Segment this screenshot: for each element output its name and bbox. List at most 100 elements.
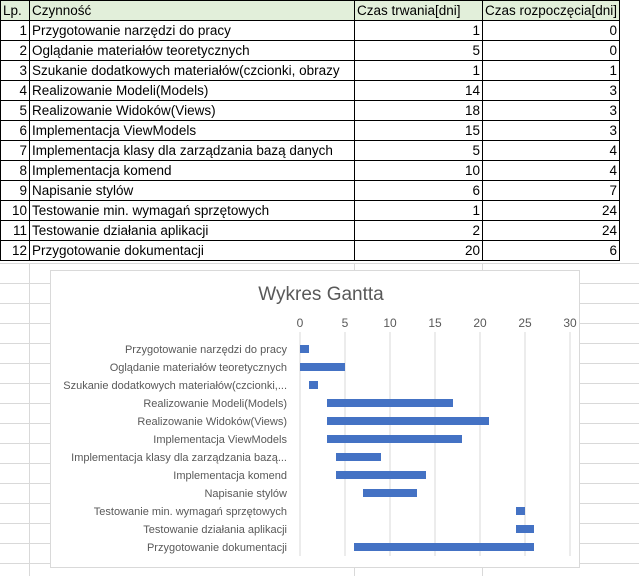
- gantt-bar[interactable]: [309, 381, 318, 389]
- cell-task[interactable]: Oglądanie materiałów teoretycznych: [29, 40, 355, 61]
- cell-lp[interactable]: 12: [0, 240, 30, 261]
- cell-start[interactable]: 24: [481, 200, 621, 221]
- cell-duration[interactable]: 1: [354, 200, 483, 221]
- cell-task[interactable]: Testowanie min. wymagań sprzętowych: [29, 200, 355, 221]
- cell-lp[interactable]: 6: [0, 120, 30, 141]
- cell-task[interactable]: Implementacja klasy dla zarządzania bazą…: [29, 140, 355, 161]
- category-label: Implementacja klasy dla zarządzania bazą…: [71, 452, 287, 464]
- cell-task[interactable]: Przygotowanie dokumentacji: [29, 240, 355, 261]
- category-label: Realizowanie Widoków(Views): [137, 416, 287, 428]
- cell-start[interactable]: 0: [481, 40, 621, 61]
- cell-start[interactable]: 7: [481, 180, 621, 201]
- category-label: Przygotowanie narzędzi do pracy: [125, 344, 288, 356]
- header-lp[interactable]: Lp.: [0, 0, 30, 21]
- gantt-bar[interactable]: [354, 543, 534, 551]
- table-row: 9 Napisanie stylów 6 7: [0, 180, 621, 201]
- cell-task[interactable]: Napisanie stylów: [29, 180, 355, 201]
- cell-lp[interactable]: 2: [0, 40, 30, 61]
- header-duration[interactable]: Czas trwania[dni]: [354, 0, 483, 21]
- cell-start[interactable]: 1: [481, 60, 621, 81]
- gantt-bar[interactable]: [363, 489, 417, 497]
- sheet-gridline: [29, 263, 30, 576]
- cell-duration[interactable]: 10: [354, 160, 483, 181]
- cell-lp[interactable]: 4: [0, 80, 30, 101]
- cell-start[interactable]: 6: [481, 240, 621, 261]
- cell-lp[interactable]: 10: [0, 200, 30, 221]
- category-label: Testowanie działania aplikacji: [143, 524, 287, 536]
- cell-lp[interactable]: 11: [0, 220, 30, 241]
- cell-start[interactable]: 4: [481, 140, 621, 161]
- table-row: 10 Testowanie min. wymagań sprzętowych 1 24: [0, 200, 621, 221]
- gantt-bar[interactable]: [327, 399, 453, 407]
- cell-task[interactable]: Implementacja ViewModels: [29, 120, 355, 141]
- x-tick-label: 30: [563, 316, 577, 330]
- cell-start[interactable]: 3: [481, 100, 621, 121]
- category-label: Napisanie stylów: [204, 488, 287, 500]
- gantt-bar[interactable]: [300, 363, 345, 371]
- category-label: Implementacja komend: [173, 470, 287, 482]
- x-tick-label: 15: [428, 316, 442, 330]
- cell-task[interactable]: Implementacja komend: [29, 160, 355, 181]
- sheet-gridline: [0, 263, 639, 264]
- cell-duration[interactable]: 14: [354, 80, 483, 101]
- table-row: 7 Implementacja klasy dla zarządzania baz…: [0, 140, 621, 161]
- cell-duration[interactable]: 2: [354, 220, 483, 241]
- gantt-bar[interactable]: [516, 507, 525, 515]
- table-row: 12 Przygotowanie dokumentacji 20 6: [0, 240, 621, 261]
- gantt-bar[interactable]: [327, 417, 489, 425]
- gantt-bar[interactable]: [516, 525, 534, 533]
- cell-duration[interactable]: 1: [354, 60, 483, 81]
- table-row: 3 Szukanie dodatkowych materiałów(czcionk…: [0, 60, 621, 81]
- cell-lp[interactable]: 1: [0, 20, 30, 41]
- header-start[interactable]: Czas rozpoczęcia[dni]: [481, 0, 621, 21]
- category-label: Szukanie dodatkowych materiałów(czcionki…: [63, 380, 287, 392]
- cell-start[interactable]: 3: [481, 80, 621, 101]
- cell-task[interactable]: Testowanie działania aplikacji: [29, 220, 355, 241]
- table-header-row: Lp. Czynność Czas trwania[dni] Czas rozp…: [0, 0, 621, 21]
- cell-lp[interactable]: 8: [0, 160, 30, 181]
- cell-duration[interactable]: 18: [354, 100, 483, 121]
- cell-duration[interactable]: 1: [354, 20, 483, 41]
- cell-start[interactable]: 3: [481, 120, 621, 141]
- table-row: 6 Implementacja ViewModels 15 3: [0, 120, 621, 141]
- cell-start[interactable]: 24: [481, 220, 621, 241]
- cell-lp[interactable]: 9: [0, 180, 30, 201]
- cell-task[interactable]: Realizowanie Modeli(Models): [29, 80, 355, 101]
- cell-lp[interactable]: 3: [0, 60, 30, 81]
- table-row: 11 Testowanie działania aplikacji 2 24: [0, 220, 621, 241]
- category-label: Testowanie min. wymagań sprzętowych: [94, 506, 287, 518]
- table-row: 1 Przygotowanie narzędzi do pracy 1 0: [0, 20, 621, 41]
- cell-duration[interactable]: 20: [354, 240, 483, 261]
- gantt-chart[interactable]: Wykres Gantta 0 5 10 15 20 25 30 Przygotowanie…: [50, 270, 580, 568]
- gantt-bar[interactable]: [300, 345, 309, 353]
- x-tick-label: 10: [383, 316, 397, 330]
- cell-task[interactable]: Realizowanie Widoków(Views): [29, 100, 355, 121]
- category-label: Implementacja ViewModels: [153, 434, 287, 446]
- gantt-data-table: Lp. Czynność Czas trwania[dni] Czas rozp…: [0, 0, 621, 261]
- gantt-chart-svg: Wykres Gantta 0 5 10 15 20 25 30 Przygotowanie…: [63, 284, 577, 556]
- x-tick-label: 5: [342, 316, 349, 330]
- cell-task[interactable]: Przygotowanie narzędzi do pracy: [29, 20, 355, 41]
- x-tick-label: 25: [518, 316, 532, 330]
- gantt-bar[interactable]: [336, 453, 381, 461]
- cell-task[interactable]: Szukanie dodatkowych materiałów(czcionki…: [29, 60, 355, 81]
- cell-duration[interactable]: 6: [354, 180, 483, 201]
- cell-start[interactable]: 0: [481, 20, 621, 41]
- category-label: Realizowanie Modeli(Models): [143, 398, 287, 410]
- cell-start[interactable]: 4: [481, 160, 621, 181]
- cell-lp[interactable]: 5: [0, 100, 30, 121]
- cell-lp[interactable]: 7: [0, 140, 30, 161]
- category-label: Oglądanie materiałów teoretycznych: [110, 362, 287, 374]
- gantt-bar[interactable]: [327, 435, 462, 443]
- cell-duration[interactable]: 5: [354, 40, 483, 61]
- category-label: Przygotowanie dokumentacji: [147, 542, 287, 554]
- cell-duration[interactable]: 5: [354, 140, 483, 161]
- table-row: 2 Oglądanie materiałów teoretycznych 5 0: [0, 40, 621, 61]
- cell-duration[interactable]: 15: [354, 120, 483, 141]
- x-tick-label: 20: [473, 316, 487, 330]
- header-task[interactable]: Czynność: [29, 0, 355, 21]
- chart-title: Wykres Gantta: [258, 284, 384, 305]
- table-row: 4 Realizowanie Modeli(Models) 14 3: [0, 80, 621, 101]
- gantt-bar[interactable]: [336, 471, 426, 479]
- x-tick-label: 0: [297, 316, 304, 330]
